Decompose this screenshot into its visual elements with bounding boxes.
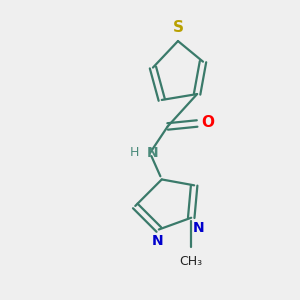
Text: O: O xyxy=(201,116,214,130)
Text: CH₃: CH₃ xyxy=(180,255,203,268)
Text: N: N xyxy=(152,234,163,248)
Text: H: H xyxy=(130,146,140,159)
Text: N: N xyxy=(193,221,204,235)
Text: N: N xyxy=(147,146,159,160)
Text: S: S xyxy=(172,20,184,35)
